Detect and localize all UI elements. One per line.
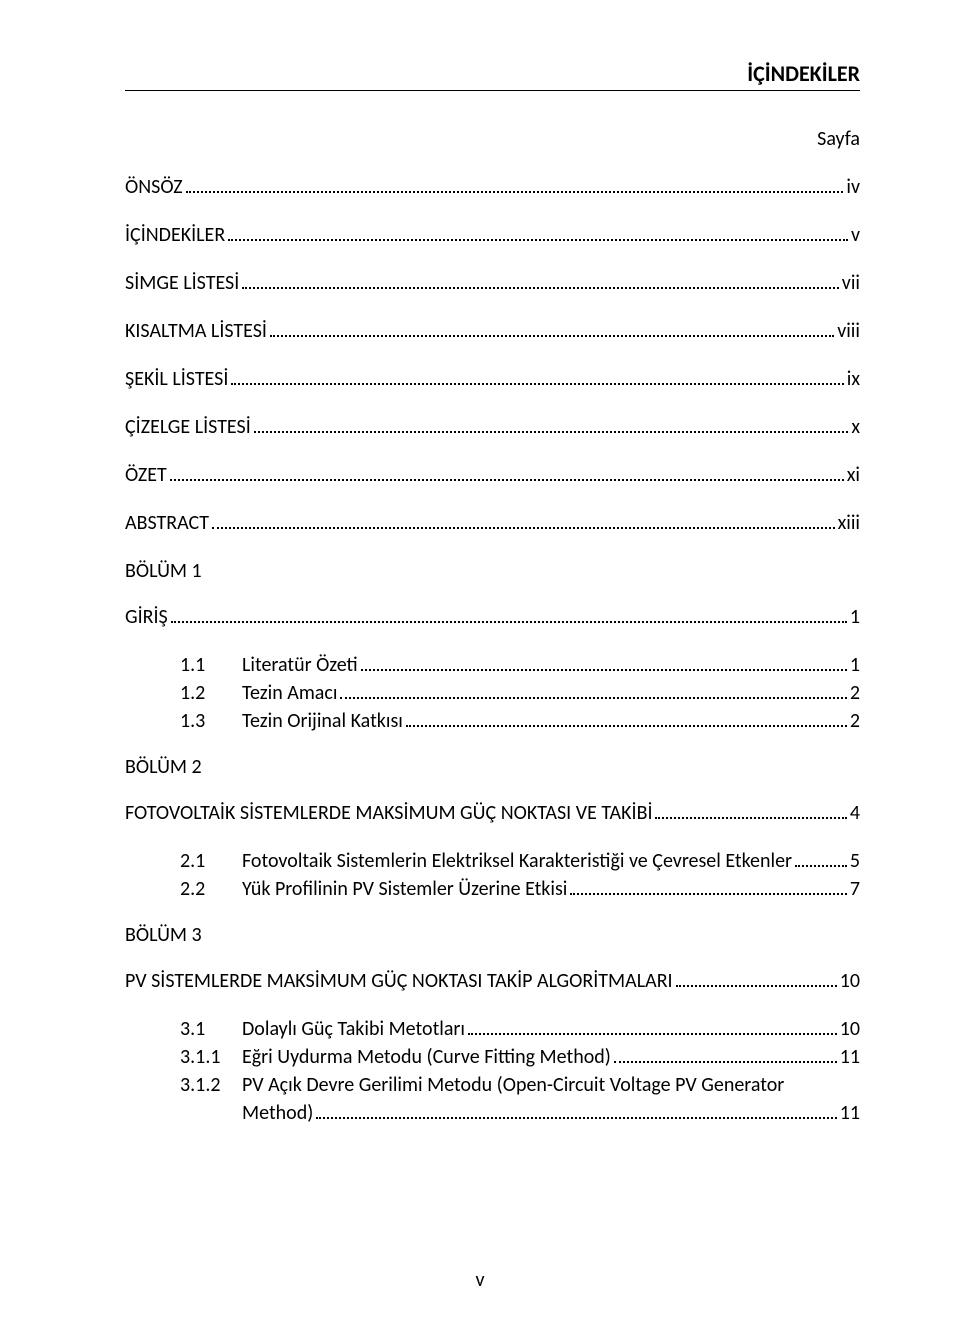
toc-page: 7 [850,877,860,901]
leader-dots [170,479,844,481]
toc-label-line1: PV Açık Devre Gerilimi Metodu (Open-Circ… [242,1073,784,1097]
toc-page: v [851,223,860,247]
toc-label: SİMGE LİSTESİ [125,271,239,295]
toc-page: x [851,415,860,439]
toc-num: 3.1 [180,1017,242,1041]
leader-dots [570,893,846,895]
toc-num: 3.1.1 [180,1045,242,1069]
leader-dots [340,697,846,699]
toc-label: ÖNSÖZ [125,175,183,199]
leader-dots [655,817,846,819]
page-number-footer: v [0,1268,960,1292]
toc-entry-giris: GİRİŞ 1 [125,605,860,629]
toc-label: Tezin Amacı [242,681,337,705]
toc-page: 2 [850,709,860,733]
toc-entry-3-1-2: 3.1.2 PV Açık Devre Gerilimi Metodu (Ope… [125,1073,860,1125]
toc-page: 11 [840,1045,860,1069]
toc-entry-3-1: 3.1 Dolaylı Güç Takibi Metotları 10 [125,1017,860,1041]
toc-num: 2.2 [180,877,242,901]
toc-label: PV SİSTEMLERDE MAKSİMUM GÜÇ NOKTASI TAKİ… [125,969,673,993]
toc-page: 2 [850,681,860,705]
toc-entry-2-2: 2.2 Yük Profilinin PV Sistemler Üzerine … [125,877,860,901]
toc-page: ix [847,367,860,391]
toc-page: 4 [850,801,860,825]
toc-entry-icindekiler: İÇİNDEKİLER v [125,223,860,247]
toc-entry-b2-heading: FOTOVOLTAİK SİSTEMLERDE MAKSİMUM GÜÇ NOK… [125,801,860,825]
toc-entry-abstract: ABSTRACT xiii [125,511,860,535]
toc-label: ÖZET [125,463,167,487]
toc-label: Dolaylı Güç Takibi Metotları [242,1017,465,1041]
toc-entry-simge: SİMGE LİSTESİ vii [125,271,860,295]
toc-entry-1-1: 1.1 Literatür Özeti 1 [125,653,860,677]
toc-entry-b3-heading: PV SİSTEMLERDE MAKSİMUM GÜÇ NOKTASI TAKİ… [125,969,860,993]
leader-dots [186,191,844,193]
toc-page: xi [847,463,860,487]
toc-label: GİRİŞ [125,605,168,629]
toc-num: 1.1 [180,653,242,677]
leader-dots [212,527,835,529]
toc-num: 3.1.2 [180,1073,242,1125]
toc-label: FOTOVOLTAİK SİSTEMLERDE MAKSİMUM GÜÇ NOK… [125,801,652,825]
sayfa-label: Sayfa [125,127,860,151]
title-rule [125,90,860,91]
toc-page: 11 [840,1101,860,1125]
toc-entry-1-2: 1.2 Tezin Amacı 2 [125,681,860,705]
toc-num: 2.1 [180,849,242,873]
leader-dots [171,621,847,623]
toc-label: ABSTRACT [125,511,209,535]
toc-label: Fotovoltaik Sistemlerin Elektriksel Kara… [242,849,792,873]
toc-label: Yük Profilinin PV Sistemler Üzerine Etki… [242,877,567,901]
toc-entry-2-1: 2.1 Fotovoltaik Sistemlerin Elektriksel … [125,849,860,873]
toc-label: ÇİZELGE LİSTESİ [125,415,251,439]
chapter-label-1: BÖLÜM 1 [125,559,860,583]
toc-entry-3-1-1: 3.1.1 Eğri Uydurma Metodu (Curve Fitting… [125,1045,860,1069]
chapter-label-3: BÖLÜM 3 [125,923,860,947]
toc-entry-cizelge: ÇİZELGE LİSTESİ x [125,415,860,439]
leader-dots [676,985,837,987]
leader-dots [231,383,843,385]
toc-label: Tezin Orijinal Katkısı [242,709,403,733]
toc-label: Eğri Uydurma Metodu (Curve Fitting Metho… [242,1045,611,1069]
toc-num: 1.3 [180,709,242,733]
toc-page: iv [846,175,860,199]
toc-page: vii [842,271,860,295]
toc-entry-onsoz: ÖNSÖZ iv [125,175,860,199]
leader-dots [614,1061,837,1063]
chapter-label-2: BÖLÜM 2 [125,755,860,779]
leader-dots [242,287,839,289]
toc-page: xiii [838,511,860,535]
toc-entry-ozet: ÖZET xi [125,463,860,487]
toc-label: KISALTMA LİSTESİ [125,319,267,343]
toc-entry-sekil: ŞEKİL LİSTESİ ix [125,367,860,391]
toc-page: 1 [850,653,860,677]
leader-dots [254,431,849,433]
toc-page: 10 [840,969,860,993]
page-title: İÇİNDEKİLER [125,60,860,87]
leader-dots [316,1117,836,1119]
leader-dots [228,239,848,241]
toc-entry-1-3: 1.3 Tezin Orijinal Katkısı 2 [125,709,860,733]
toc-label: ŞEKİL LİSTESİ [125,367,228,391]
leader-dots [361,669,847,671]
toc-entry-kisaltma: KISALTMA LİSTESİ viii [125,319,860,343]
toc-label-line2: Method) [242,1101,313,1125]
toc-page: 10 [840,1017,860,1041]
leader-dots [468,1033,837,1035]
toc-page: viii [837,319,860,343]
toc-num: 1.2 [180,681,242,705]
leader-dots [795,865,847,867]
toc-page: 5 [850,849,860,873]
toc-page: 1 [850,605,860,629]
toc-label: İÇİNDEKİLER [125,223,225,247]
leader-dots [270,335,834,337]
leader-dots [406,725,847,727]
toc-label: Literatür Özeti [242,653,358,677]
